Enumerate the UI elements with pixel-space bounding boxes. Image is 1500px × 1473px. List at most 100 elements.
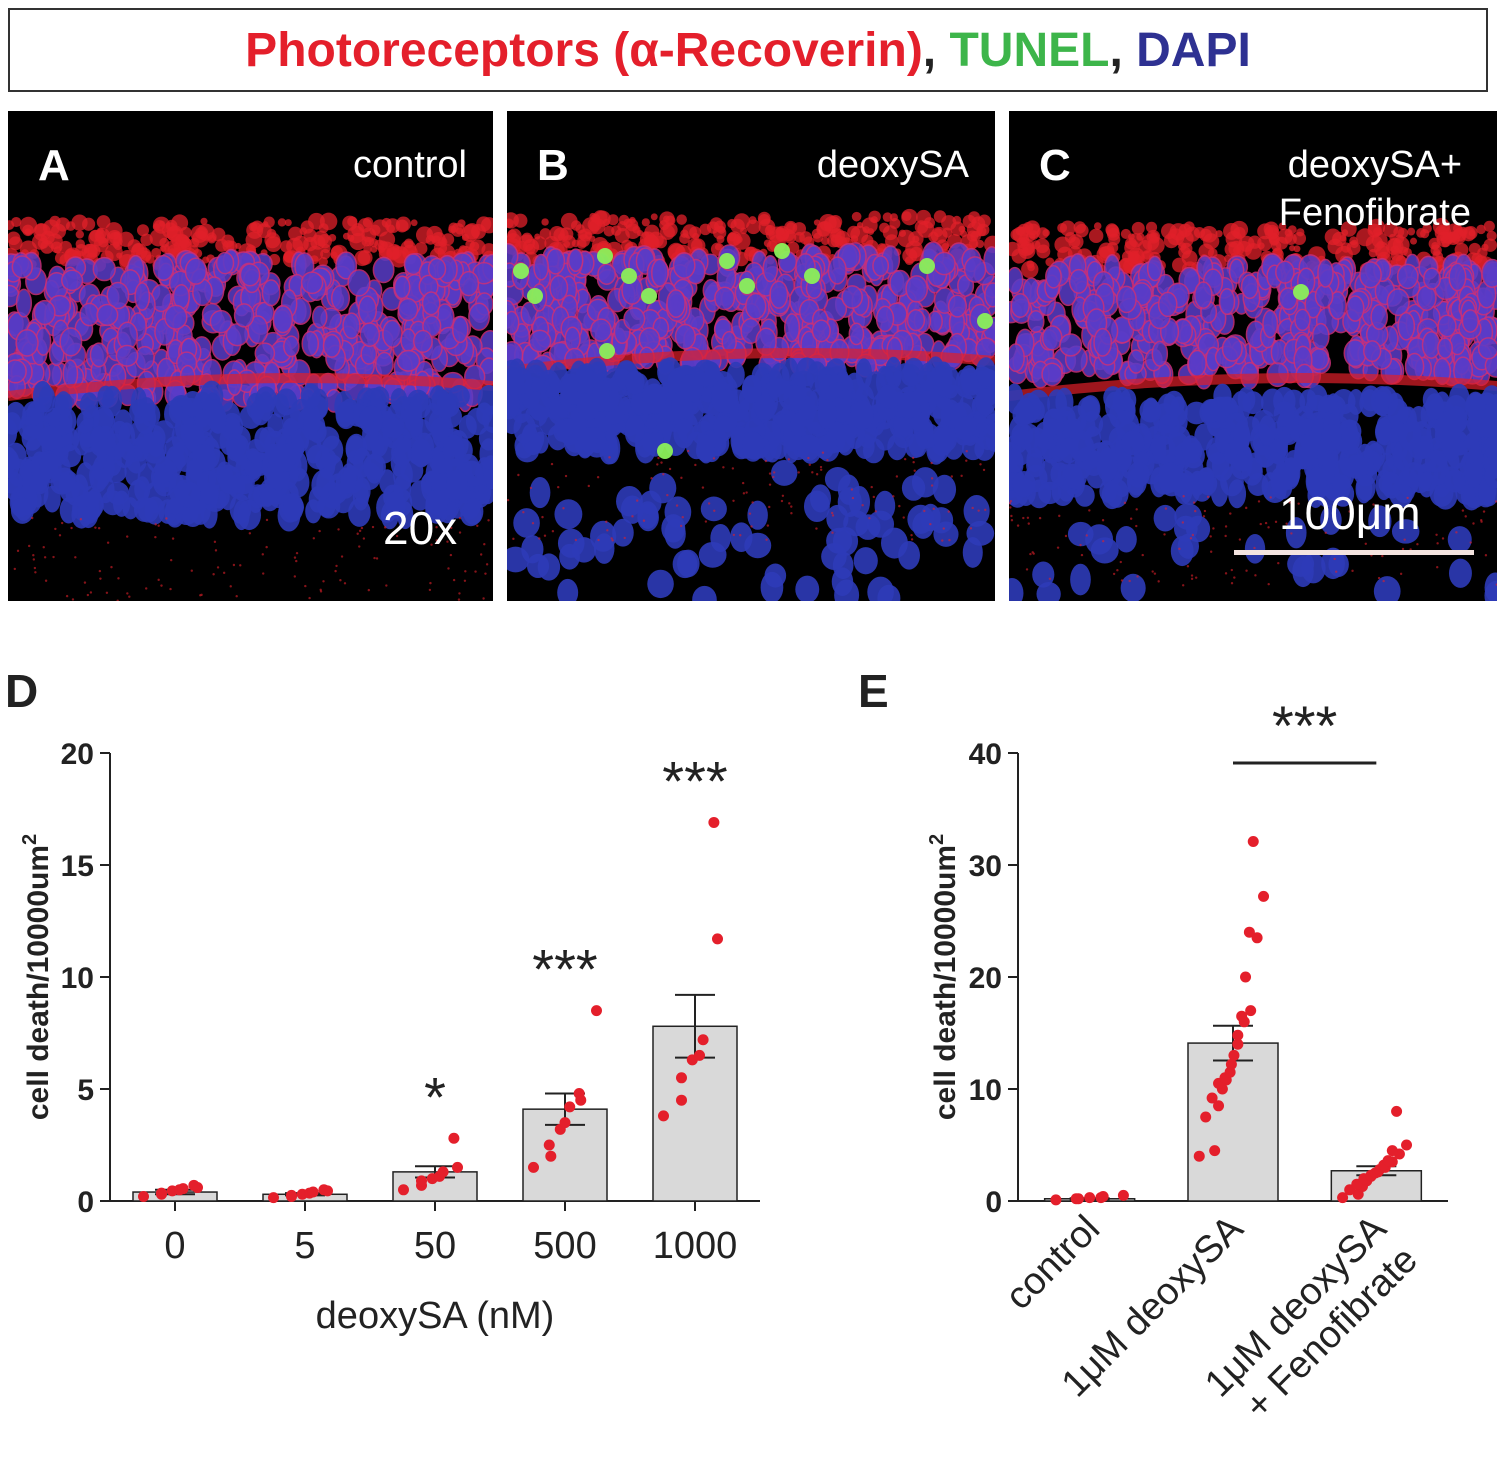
- scale-bar: [1234, 550, 1474, 555]
- significance-marker: ***: [532, 938, 597, 1001]
- panel-label-line-2: Fenofibrate: [1278, 192, 1471, 234]
- stain-legend: Photoreceptors (α-Recoverin), TUNEL, DAP…: [8, 8, 1488, 92]
- data-point: [307, 1186, 319, 1198]
- data-point: [398, 1184, 409, 1196]
- data-point: [1258, 890, 1270, 902]
- data-point: [1209, 1145, 1221, 1157]
- data-point: [1193, 1150, 1205, 1162]
- data-point: [543, 1139, 555, 1151]
- data-point: [559, 1117, 571, 1129]
- data-point: [1206, 1092, 1218, 1104]
- panel-label-control: control: [352, 144, 467, 186]
- y-axis-label: cell death/10000um2: [926, 834, 962, 1120]
- retina-tissue-image-c: [1009, 111, 1497, 601]
- data-point: [676, 1072, 687, 1084]
- micrograph-panel-c: C deoxySA+ Fenofibrate 100μm: [1009, 111, 1497, 601]
- data-point: [573, 1087, 585, 1099]
- retina-tissue-image-b: [507, 111, 995, 601]
- data-point: [1386, 1145, 1398, 1157]
- data-point: [1050, 1194, 1062, 1206]
- tunel-positive-cell: [977, 313, 993, 329]
- legend-tunel: TUNEL: [949, 23, 1110, 77]
- data-point: [268, 1192, 279, 1204]
- data-point: [1084, 1192, 1096, 1204]
- significance-marker: *: [424, 1065, 446, 1128]
- data-point: [658, 1110, 669, 1122]
- data-point: [528, 1161, 539, 1173]
- y-tick-label: 0: [985, 1186, 1002, 1219]
- significance-marker: ***: [1272, 694, 1337, 757]
- data-point: [1391, 1105, 1403, 1117]
- y-axis-label: cell death/10000um2: [19, 834, 55, 1120]
- data-point: [177, 1183, 189, 1195]
- tunel-positive-cell: [513, 263, 529, 279]
- data-point: [712, 933, 723, 945]
- x-category-label: 0: [164, 1225, 185, 1267]
- panel-letter-d: D: [5, 665, 38, 717]
- x-category-label: 50: [414, 1225, 456, 1267]
- data-point: [676, 1094, 687, 1106]
- panel-label-deoxysa-fenofibrate: deoxySA+ Fenofibrate: [1279, 141, 1471, 237]
- x-category-label: 1000: [653, 1225, 738, 1267]
- data-point: [708, 816, 720, 828]
- panel-label-line-1: deoxySA+: [1287, 144, 1463, 186]
- legend-recoverin: Photoreceptors (α-Recoverin): [245, 23, 923, 77]
- data-point: [1117, 1189, 1129, 1201]
- y-tick-label: 20: [61, 738, 94, 771]
- y-tick-label: 10: [969, 1074, 1002, 1107]
- data-point: [437, 1166, 449, 1178]
- data-point: [1337, 1192, 1349, 1204]
- legend-separator-1: ,: [922, 23, 950, 77]
- data-point: [156, 1187, 167, 1199]
- y-tick-label: 15: [61, 850, 94, 883]
- tunel-positive-cell: [919, 258, 935, 274]
- data-point: [697, 1034, 709, 1046]
- data-point: [452, 1161, 463, 1173]
- data-point: [286, 1189, 297, 1201]
- panel-letter-c: C: [1039, 141, 1071, 190]
- magnification-label: 20x: [383, 502, 458, 554]
- data-point: [591, 1005, 602, 1017]
- data-point: [694, 1049, 705, 1061]
- data-point: [1251, 932, 1263, 944]
- x-category-label: 500: [533, 1225, 596, 1267]
- tunel-positive-cell: [739, 278, 755, 294]
- data-point: [1236, 1010, 1248, 1022]
- data-point: [1072, 1193, 1084, 1205]
- tunel-positive-cell: [621, 268, 637, 284]
- tunel-positive-cell: [657, 443, 673, 459]
- tunel-positive-cell: [774, 243, 790, 259]
- tunel-positive-cell: [641, 288, 657, 304]
- y-tick-label: 10: [61, 962, 94, 995]
- y-tick-label: 0: [77, 1186, 94, 1219]
- significance-marker: ***: [662, 749, 727, 812]
- data-point: [1243, 926, 1255, 938]
- x-category-label: control: [998, 1208, 1108, 1318]
- y-tick-label: 5: [77, 1074, 94, 1107]
- panel-letter-e: E: [858, 665, 889, 717]
- data-point: [1225, 1058, 1237, 1070]
- x-axis-label: deoxySA (nM): [316, 1295, 555, 1337]
- legend-separator-2: ,: [1109, 23, 1137, 77]
- data-point: [448, 1132, 460, 1144]
- data-point: [564, 1101, 576, 1113]
- micrograph-panel-b: B deoxySA: [507, 111, 995, 601]
- tunel-positive-cell: [804, 268, 820, 284]
- tunel-positive-cell: [1293, 284, 1309, 300]
- retina-tissue-image-a: [8, 111, 493, 601]
- micrograph-panel-a: A control 20x: [8, 111, 493, 601]
- data-point: [1245, 1005, 1257, 1017]
- tunel-positive-cell: [599, 343, 615, 359]
- data-point: [1213, 1100, 1225, 1112]
- legend-dapi: DAPI: [1136, 23, 1251, 77]
- panel-letter-b: B: [537, 141, 569, 190]
- panel-letter-a: A: [38, 141, 70, 190]
- y-tick-label: 20: [969, 962, 1002, 995]
- data-point: [188, 1179, 200, 1191]
- x-category-label: 5: [294, 1225, 315, 1267]
- data-point: [1097, 1191, 1109, 1203]
- data-point: [1247, 835, 1259, 847]
- data-point: [1401, 1139, 1413, 1151]
